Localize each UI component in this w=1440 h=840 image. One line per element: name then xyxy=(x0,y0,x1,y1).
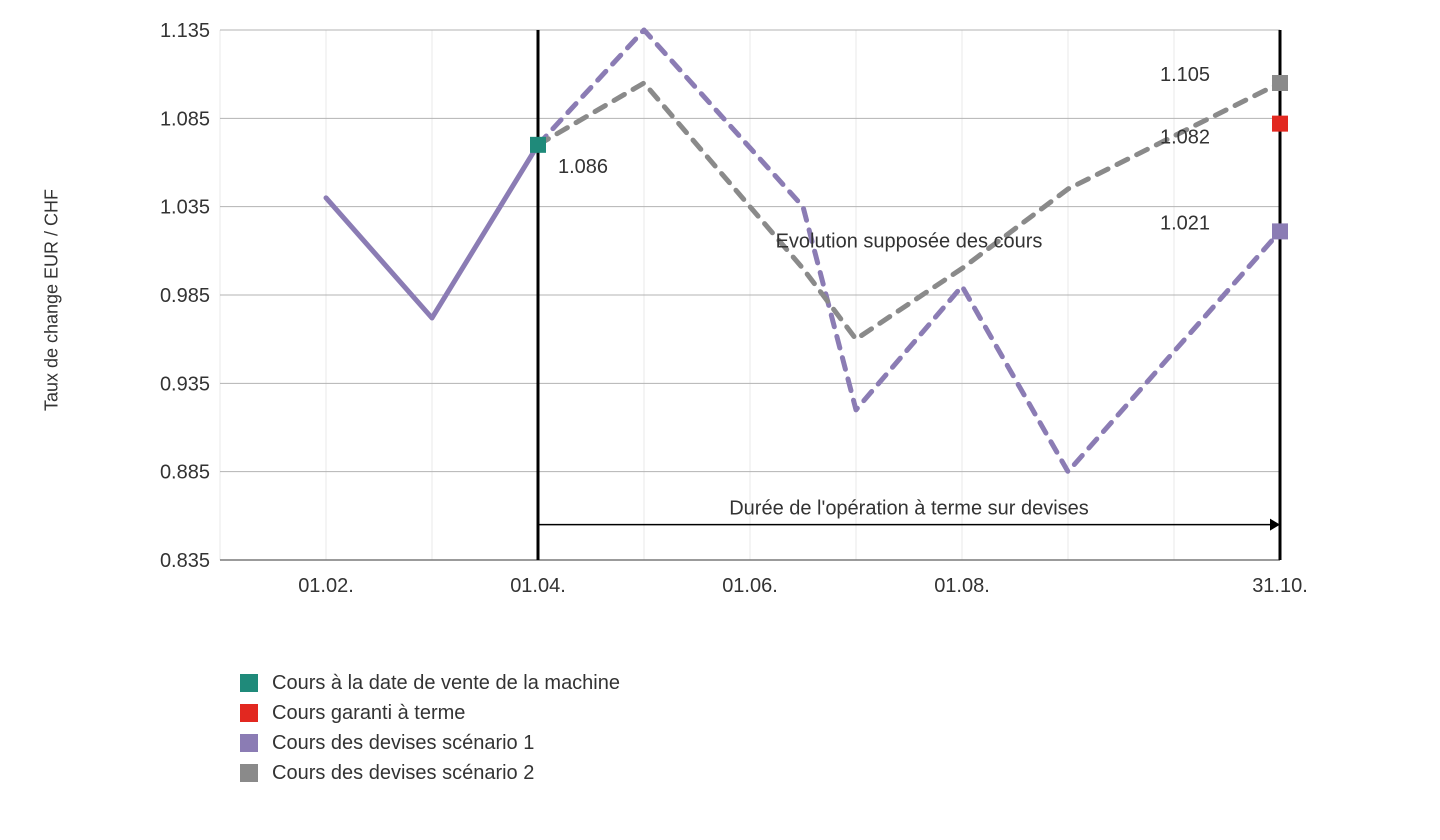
svg-text:1.035: 1.035 xyxy=(160,197,210,219)
svg-text:0.835: 0.835 xyxy=(160,550,210,572)
legend-label: Cours garanti à terme xyxy=(272,702,465,725)
chart-svg: 0.835 0.885 0.935 0.985 1.035 1.085 1.135 01.02… xyxy=(0,0,1440,620)
legend-label: Cours des devises scénario 1 xyxy=(272,732,534,755)
svg-text:1.105: 1.105 xyxy=(1160,64,1210,86)
svg-text:Durée de l'opération à terme s: Durée de l'opération à terme sur devises xyxy=(729,498,1089,520)
legend-label: Cours des devises scénario 2 xyxy=(272,762,534,785)
legend-item-scenario2: Cours des devises scénario 2 xyxy=(240,758,620,788)
svg-text:01.08.: 01.08. xyxy=(934,575,990,597)
svg-text:01.02.: 01.02. xyxy=(298,575,354,597)
svg-text:1.085: 1.085 xyxy=(160,108,210,130)
svg-text:31.10.: 31.10. xyxy=(1252,575,1308,597)
svg-text:0.935: 0.935 xyxy=(160,373,210,395)
svg-text:0.985: 0.985 xyxy=(160,285,210,307)
square-icon xyxy=(240,734,258,752)
legend: Cours à la date de vente de la machine C… xyxy=(240,668,620,788)
svg-text:1.082: 1.082 xyxy=(1160,127,1210,149)
legend-item-guaranteed: Cours garanti à terme xyxy=(240,698,620,728)
svg-text:01.06.: 01.06. xyxy=(722,575,778,597)
legend-label: Cours à la date de vente de la machine xyxy=(272,672,620,695)
square-icon xyxy=(240,764,258,782)
svg-text:01.04.: 01.04. xyxy=(510,575,566,597)
square-icon xyxy=(240,674,258,692)
y-axis-title: Taux de change EUR / CHF xyxy=(42,189,63,411)
svg-text:Evolution supposée des cours: Evolution supposée des cours xyxy=(776,230,1043,252)
svg-text:1.021: 1.021 xyxy=(1160,212,1210,234)
legend-item-scenario1: Cours des devises scénario 1 xyxy=(240,728,620,758)
square-icon xyxy=(240,704,258,722)
svg-text:0.885: 0.885 xyxy=(160,462,210,484)
legend-item-sale-date: Cours à la date de vente de la machine xyxy=(240,668,620,698)
svg-text:1.086: 1.086 xyxy=(558,156,608,178)
svg-text:1.135: 1.135 xyxy=(160,20,210,42)
chart-container: { "chart": { "type": "line", "y_axis": {… xyxy=(0,0,1440,840)
